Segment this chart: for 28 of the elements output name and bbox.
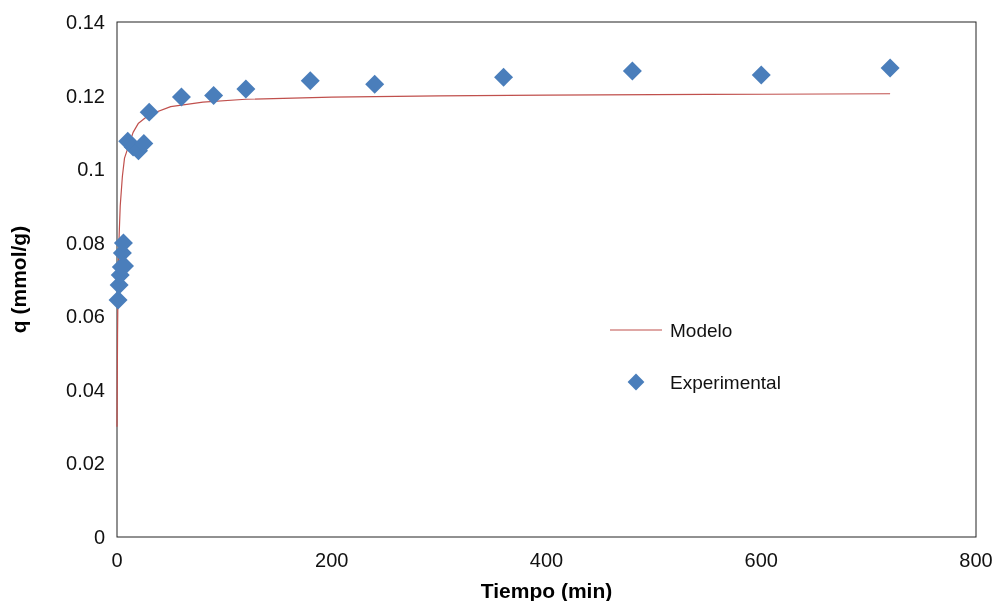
y-tick-label: 0.14 xyxy=(66,11,105,33)
point xyxy=(108,290,128,310)
y-tick-label: 0.04 xyxy=(66,378,105,401)
point xyxy=(204,86,224,106)
y-tick-label: 0.02 xyxy=(66,452,105,475)
y-tick-label: 0 xyxy=(93,526,105,548)
point xyxy=(134,133,154,153)
legend-label: Modelo xyxy=(670,319,733,341)
point xyxy=(300,71,320,91)
x-tick-label: 400 xyxy=(529,549,564,571)
point xyxy=(494,67,514,87)
y-axis-title: q (mmol/g) xyxy=(7,225,30,334)
x-tick-label: 0 xyxy=(111,549,123,571)
x-tick-label: 200 xyxy=(315,549,349,571)
point xyxy=(236,79,256,99)
y-tick-label: 0.12 xyxy=(66,84,105,107)
point xyxy=(171,87,191,107)
point xyxy=(139,102,159,122)
point xyxy=(751,65,771,85)
point xyxy=(622,61,642,81)
legend-label: Experimental xyxy=(670,371,781,393)
y-tick-label: 0.08 xyxy=(66,231,105,254)
y-tick-label: 0.1 xyxy=(77,158,105,181)
point xyxy=(365,74,385,94)
x-tick-label: 800 xyxy=(959,549,993,571)
point xyxy=(880,58,900,78)
x-tick-label: 600 xyxy=(744,549,778,571)
y-tick-label: 0.06 xyxy=(66,305,105,328)
